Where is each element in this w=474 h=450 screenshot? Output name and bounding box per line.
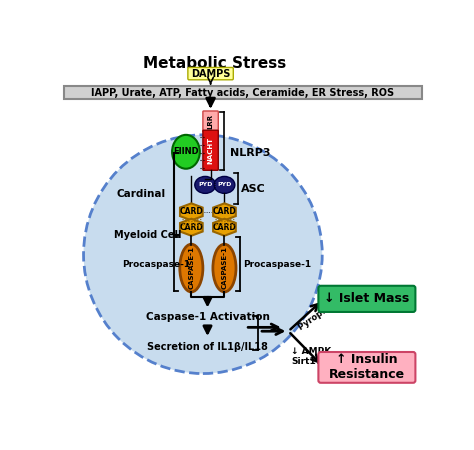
Ellipse shape — [83, 135, 322, 374]
Text: Cardinal: Cardinal — [117, 189, 166, 199]
Text: Myeloid Cell: Myeloid Cell — [114, 230, 182, 240]
FancyBboxPatch shape — [203, 130, 219, 170]
Text: NLRP3: NLRP3 — [230, 148, 270, 157]
Text: NACHT: NACHT — [208, 137, 214, 164]
Ellipse shape — [180, 244, 203, 292]
FancyBboxPatch shape — [319, 286, 415, 312]
Text: CARD: CARD — [180, 207, 203, 216]
FancyBboxPatch shape — [319, 352, 415, 383]
Text: ↑ Insulin
Resistance: ↑ Insulin Resistance — [329, 353, 405, 382]
Text: Secretion of IL1β/IL18: Secretion of IL1β/IL18 — [147, 342, 268, 352]
Text: Caspase-1 Activation: Caspase-1 Activation — [146, 311, 269, 322]
Ellipse shape — [214, 176, 235, 194]
FancyBboxPatch shape — [203, 111, 219, 132]
Text: CARD: CARD — [212, 223, 237, 232]
Ellipse shape — [195, 176, 216, 194]
FancyBboxPatch shape — [64, 86, 422, 99]
Text: CARD: CARD — [180, 223, 203, 232]
FancyBboxPatch shape — [188, 68, 233, 80]
Polygon shape — [180, 203, 203, 220]
Text: Metabolic Stress: Metabolic Stress — [143, 56, 286, 71]
Text: PYD: PYD — [198, 182, 212, 187]
Text: CARD: CARD — [212, 207, 237, 216]
Text: Pyroptosis ?: Pyroptosis ? — [297, 292, 349, 332]
Ellipse shape — [172, 135, 200, 169]
Text: IAPP, Urate, ATP, Fatty acids, Ceramide, ER Stress, ROS: IAPP, Urate, ATP, Fatty acids, Ceramide,… — [91, 87, 394, 98]
Polygon shape — [213, 219, 236, 236]
Text: ↓ AMPK
Sirt1?: ↓ AMPK Sirt1? — [292, 347, 332, 366]
Text: Procaspase-1: Procaspase-1 — [243, 260, 311, 269]
Polygon shape — [213, 203, 236, 220]
Text: CASPASE-1: CASPASE-1 — [188, 247, 194, 289]
Text: FIIND: FIIND — [173, 147, 199, 156]
Text: ↓ Islet Mass: ↓ Islet Mass — [324, 292, 410, 306]
Text: DAMPS: DAMPS — [191, 69, 230, 79]
Text: ASC: ASC — [241, 184, 265, 194]
Text: CASPASE-1: CASPASE-1 — [221, 247, 228, 289]
Text: Procaspase-1: Procaspase-1 — [122, 260, 190, 269]
Ellipse shape — [213, 244, 236, 292]
Text: LRR: LRR — [208, 113, 214, 129]
Polygon shape — [180, 219, 203, 236]
Text: PYD: PYD — [217, 182, 232, 187]
